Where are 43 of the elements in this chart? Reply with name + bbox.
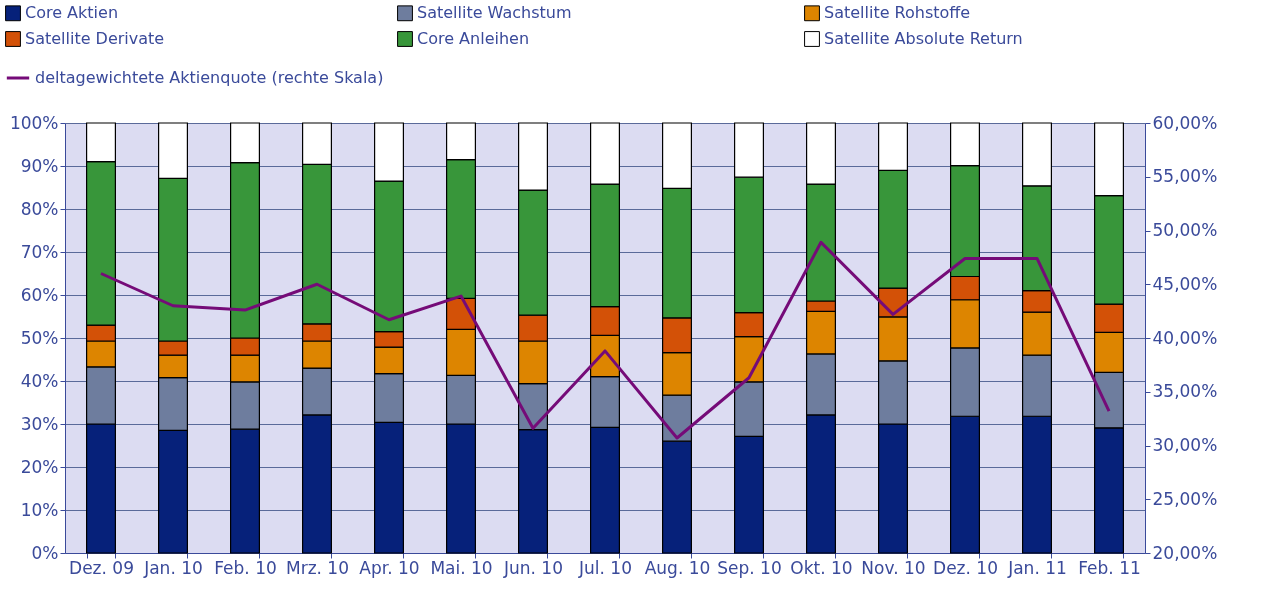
y-tick-label: 0% <box>31 542 59 563</box>
line-series <box>99 240 1111 440</box>
y-tick-label: 100% <box>9 112 59 133</box>
y2-tick-label: 40,00% <box>1152 327 1218 348</box>
x-tick-label: Nov. 10 <box>861 557 926 578</box>
y-tick-label: 80% <box>20 198 59 219</box>
y2-tick-label: 45,00% <box>1152 273 1218 294</box>
x-tick-label: Aug. 10 <box>644 557 711 578</box>
x-tick-label: Feb. 11 <box>1078 557 1141 578</box>
x-tick-label: Dez. 10 <box>933 557 998 578</box>
x-tick-label: Feb. 10 <box>214 557 277 578</box>
x-tick-label: Jun. 10 <box>502 557 564 578</box>
legend-label: Satellite Rohstoffe <box>824 3 971 23</box>
x-tick-label: Sep. 10 <box>717 557 782 578</box>
y2-tick-label: 50,00% <box>1152 220 1218 240</box>
y-tick-label: 50% <box>20 327 59 348</box>
legend-label: deltagewichtete Aktienquote (rechte Skala) <box>35 68 384 87</box>
x-tick-label: Jan. 10 <box>143 557 203 578</box>
y-tick-label: 60% <box>20 284 59 305</box>
y2-tick-label: 30,00% <box>1152 435 1218 455</box>
y2-tick-label: 20,00% <box>1152 542 1218 563</box>
y-tick-label: 20% <box>20 456 59 477</box>
y-tick-label: 30% <box>20 413 59 434</box>
legend-label: Satellite Derivate <box>25 29 165 48</box>
x-tick-label: Okt. 10 <box>790 557 853 578</box>
y2-tick-label: 25,00% <box>1152 488 1218 509</box>
x-tick-label: Mrz. 10 <box>285 557 350 578</box>
x-tick-label: Dez. 09 <box>69 557 134 578</box>
x-tick-label: Mai. 10 <box>430 557 493 578</box>
y-tick-label: 10% <box>20 499 59 520</box>
x-tick-label: Jul. 10 <box>578 557 632 578</box>
y2-tick-label: 35,00% <box>1152 381 1218 402</box>
legend-label: Satellite Wachstum <box>417 3 572 23</box>
y-tick-label: 90% <box>20 155 59 176</box>
y-tick-label: 40% <box>20 370 59 391</box>
y-tick-label: 70% <box>20 241 59 262</box>
y2-tick-label: 55,00% <box>1152 166 1218 187</box>
y2-tick-label: 60,00% <box>1152 112 1218 133</box>
legend-label: Core Aktien <box>25 3 119 23</box>
legend-label: Core Anleihen <box>417 29 530 48</box>
x-tick-label: Apr. 10 <box>359 557 420 578</box>
legend-label: Satellite Absolute Return <box>824 29 1023 48</box>
x-tick-label: Jan. 11 <box>1007 557 1067 578</box>
